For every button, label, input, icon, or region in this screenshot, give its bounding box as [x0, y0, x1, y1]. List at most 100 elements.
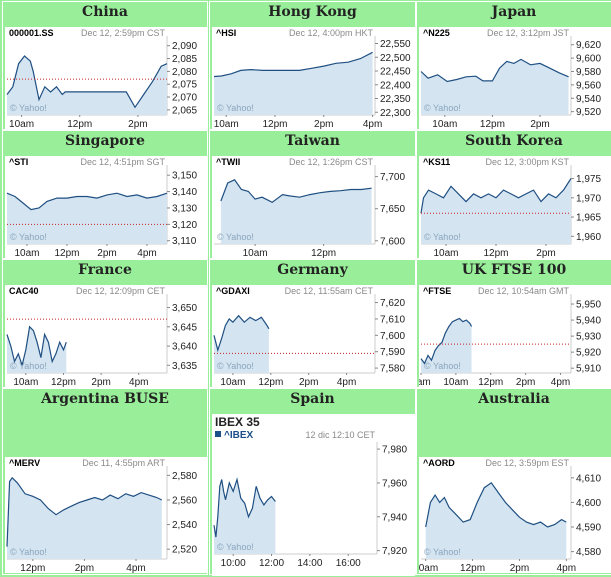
y-tick-label: 7,960 — [382, 478, 407, 489]
y-tick-label: 2,075 — [172, 80, 197, 91]
timestamp: Dec 11, 4:55pm ART — [82, 458, 165, 468]
series-area — [214, 479, 276, 554]
market-cell: Spain IBEX 35 ^IBEX 12 dic 12:10 CET 7,980 7,… — [209, 388, 416, 576]
y-tick-label: 5,950 — [576, 300, 601, 311]
ticker-symbol: ^FTSE — [423, 286, 451, 296]
chart-panel[interactable]: ^TWII Dec 12, 1:26pm CST 7,700 7,650 7,600 10… — [212, 156, 415, 258]
y-tick-label: 2,085 — [172, 54, 197, 65]
x-tick-label: 10am — [243, 248, 268, 258]
y-tick-label: 9,600 — [576, 54, 601, 65]
timestamp: Dec 12, 3:00pm KST — [485, 157, 569, 167]
x-tick-label: 12:00 — [259, 558, 284, 569]
ticker-symbol: ^AORD — [423, 458, 455, 468]
yahoo-watermark: © Yahoo! — [424, 361, 461, 371]
chart-panel[interactable]: ^HSI Dec 12, 4:00pm HKT 22,550 22,500 22,450… — [212, 27, 415, 129]
x-tick-label: 10am — [214, 119, 239, 129]
region-title: Japan — [491, 4, 537, 20]
y-tick-label: 7,590 — [380, 347, 405, 358]
y-tick-label: 4,580 — [576, 547, 601, 558]
x-tick-label: 12pm — [54, 248, 79, 258]
region-title: France — [78, 262, 132, 278]
series-area — [7, 477, 162, 559]
y-tick-label: 3,110 — [172, 236, 197, 247]
x-tick-label: 4pm — [363, 119, 382, 129]
x-tick-label: 4pm — [129, 377, 148, 387]
x-tick-label: 10am — [13, 377, 38, 387]
x-tick-label: 12pm — [480, 119, 505, 129]
y-tick-label: 2,580 — [172, 471, 197, 482]
chart-panel[interactable]: ^STI Dec 12, 4:51pm SGT 3,150 3,140 3,130 3,1… — [5, 156, 207, 258]
yahoo-watermark: © Yahoo! — [217, 542, 254, 552]
x-tick-label: 4pm — [337, 377, 356, 387]
y-tick-label: 22,450 — [380, 67, 411, 78]
y-tick-label: 4,610 — [576, 473, 601, 484]
chart-svg: IBEX 35^IBEX 12 dic 12:10 CET 7,980 7,960 7,… — [213, 415, 407, 569]
y-tick-label: 7,920 — [382, 546, 407, 557]
y-tick-label: 9,540 — [576, 94, 601, 105]
x-tick-label: 10am — [9, 119, 34, 129]
chart-svg: ^STI Dec 12, 4:51pm SGT 3,150 3,140 3,130 3,1… — [6, 157, 197, 258]
x-tick-label: 2pm — [314, 119, 333, 129]
yahoo-watermark: © Yahoo! — [424, 547, 461, 557]
series-line — [6, 476, 163, 547]
series-area — [421, 178, 571, 244]
region-title: China — [82, 4, 128, 20]
chart-panel[interactable]: ^MERV Dec 11, 4:55pm ART 2,580 2,560 2,540 2,… — [5, 457, 207, 573]
market-cell: Hong Kong ^HSI Dec 12, 4:00pm HKT 22,550 22,… — [209, 1, 416, 130]
series-line — [213, 477, 276, 538]
y-tick-label: 7,700 — [380, 172, 405, 183]
x-tick-label: 2pm — [299, 377, 318, 387]
chart-panel[interactable]: ^N225 Dec 12, 3:12pm JST 9,620 9,600 9,580 9,… — [419, 27, 611, 129]
y-tick-label: 3,650 — [172, 303, 197, 314]
series-line — [6, 325, 67, 368]
timestamp: 12 dic 12:10 CET — [305, 430, 375, 440]
y-tick-label: 22,550 — [380, 39, 411, 50]
chart-panel[interactable]: ^FTSE Dec 12, 10:54am GMT 5,950 5,940 5,930 5… — [419, 285, 611, 387]
yahoo-watermark: © Yahoo! — [424, 232, 461, 242]
timestamp: Dec 12, 12:09pm CET — [76, 286, 166, 296]
chart-panel[interactable]: 000001.SS Dec 12, 2:59pm CST 2,090 2,085 2,0… — [5, 27, 207, 129]
chart-svg: ^GDAXI Dec 12, 11:55am CET 7,620 7,610 7,600… — [213, 286, 405, 387]
y-tick-label: 1,965 — [576, 213, 601, 224]
y-tick-label: 4,590 — [576, 523, 601, 534]
y-tick-label: 9,580 — [576, 67, 601, 78]
y-tick-label: 7,620 — [380, 298, 405, 309]
series-line — [213, 314, 270, 353]
chart-svg: ^AORD Dec 12, 3:59pm EST 4,610 4,600 4,590 4,… — [419, 458, 601, 573]
chart-svg: ^TWII Dec 12, 1:26pm CST 7,700 7,650 7,600 10… — [214, 157, 405, 258]
x-tick-label: 10:00 — [221, 558, 246, 569]
y-tick-label: 3,120 — [172, 220, 197, 231]
series-line — [6, 55, 168, 109]
chart-panel[interactable]: ^GDAXI Dec 12, 11:55am CET 7,620 7,610 7,600… — [212, 285, 415, 387]
x-tick-label: 12pm — [311, 248, 336, 258]
ticker-symbol: ^TWII — [216, 157, 240, 167]
series-area — [7, 56, 167, 115]
chart-svg: ^HSI Dec 12, 4:00pm HKT 22,550 22,500 22,450… — [214, 28, 411, 129]
chart-panel[interactable]: ^KS11 Dec 12, 3:00pm KST 1,975 1,970 1,965 1,… — [419, 156, 611, 258]
region-title: Singapore — [65, 133, 145, 149]
x-tick-label: 2pm — [97, 248, 116, 258]
x-tick-label: 12pm — [483, 248, 508, 258]
y-tick-label: 3,130 — [172, 203, 197, 214]
x-tick-label: 10am — [432, 119, 457, 129]
x-tick-label: 4pm — [551, 377, 570, 387]
series-line — [420, 58, 569, 83]
y-tick-label: 3,150 — [172, 171, 197, 182]
x-tick-label: 2pm — [510, 563, 529, 573]
series-area — [214, 52, 373, 115]
market-cell: UK FTSE 100 ^FTSE Dec 12, 10:54am GMT 5,950… — [416, 259, 611, 388]
timestamp: Dec 12, 10:54am GMT — [478, 286, 570, 296]
y-tick-label: 5,910 — [576, 364, 601, 375]
x-tick-label: 12pm — [258, 377, 283, 387]
series-area — [421, 318, 472, 373]
chart-panel[interactable]: CAC40 Dec 12, 12:09pm CET 3,650 3,645 3,640 3… — [5, 285, 207, 387]
chart-panel[interactable]: IBEX 35 ^IBEX 12 dic 12:10 CET 7,980 7,960 7,… — [212, 414, 415, 576]
series-line — [6, 192, 168, 211]
x-tick-label: 8am — [419, 377, 431, 387]
series-line — [425, 481, 567, 528]
chart-panel[interactable]: ^AORD Dec 12, 3:59pm EST 4,610 4,600 4,590 4,… — [419, 457, 611, 573]
series-line — [220, 179, 372, 204]
x-tick-label: 14:00 — [297, 558, 322, 569]
market-cell: Argentina BUSE ^MERV Dec 11, 4:55pm ART 2,5… — [2, 388, 208, 575]
